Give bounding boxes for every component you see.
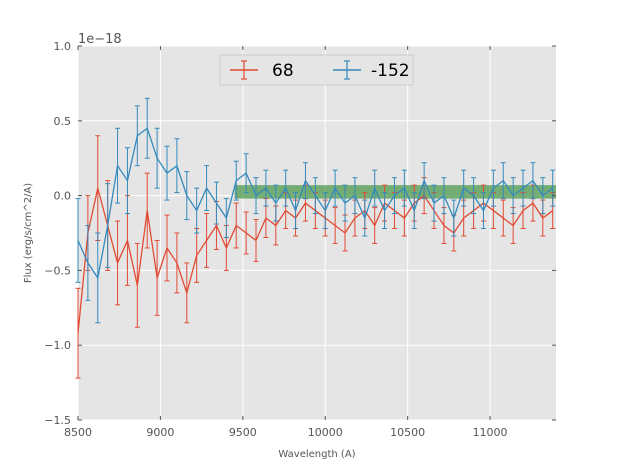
- x-tick-label-3: 10000: [308, 426, 343, 439]
- legend-label-0: 68: [272, 61, 294, 81]
- y-tick-label-2: −0.5: [44, 264, 71, 277]
- legend-label-1: -152: [371, 61, 410, 81]
- y-tick-label-3: 0.0: [54, 190, 72, 203]
- plot-background: [78, 46, 556, 420]
- y-offset-label: 1e−18: [78, 32, 122, 47]
- tick-layer: 8500 9000 9500 10000 10500 11000 −1.5 −1.0 −0.5 0…: [44, 40, 556, 439]
- y-axis-label: Flux (erg/s/cm^2/A): [23, 183, 34, 283]
- x-tick-label-2: 9500: [229, 426, 257, 439]
- y-tick-label-1: −1.0: [44, 339, 71, 352]
- x-axis-label: Wavelength (A): [278, 449, 355, 460]
- series-layer: [75, 97, 556, 379]
- x-tick-label-4: 10500: [390, 426, 425, 439]
- x-tick-label-1: 9000: [146, 426, 174, 439]
- y-tick-label-5: 1.0: [54, 40, 72, 53]
- x-tick-label-0: 8500: [64, 426, 92, 439]
- y-tick-label-4: 0.5: [54, 115, 72, 128]
- y-tick-label-0: −1.5: [44, 414, 71, 427]
- x-tick-label-5: 11000: [473, 426, 508, 439]
- series-line-1: [77, 127, 554, 280]
- legend: 68 -152: [219, 54, 414, 86]
- series-1: [75, 97, 556, 324]
